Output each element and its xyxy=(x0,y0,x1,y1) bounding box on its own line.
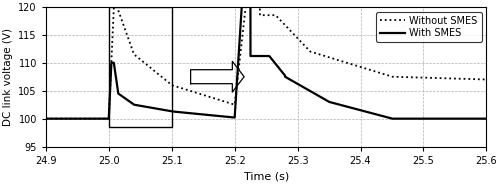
Without SMES xyxy=(231,103,237,106)
With SMES xyxy=(119,95,125,98)
Without SMES xyxy=(93,118,99,120)
With SMES xyxy=(43,118,49,120)
Bar xyxy=(109,7,172,127)
Legend: Without SMES, With SMES: Without SMES, With SMES xyxy=(376,12,482,42)
X-axis label: Time (s): Time (s) xyxy=(244,171,289,181)
Without SMES xyxy=(428,77,434,79)
With SMES xyxy=(428,118,434,120)
Without SMES xyxy=(484,78,490,81)
Without SMES xyxy=(43,118,49,120)
Line: With SMES: With SMES xyxy=(46,0,486,119)
With SMES xyxy=(212,114,218,117)
With SMES xyxy=(475,118,481,120)
Line: Without SMES: Without SMES xyxy=(46,0,486,119)
With SMES xyxy=(484,118,490,120)
With SMES xyxy=(231,116,237,118)
Without SMES xyxy=(119,20,125,23)
Without SMES xyxy=(212,97,218,100)
With SMES xyxy=(93,118,99,120)
Y-axis label: DC link voltage (V): DC link voltage (V) xyxy=(3,28,13,126)
Without SMES xyxy=(475,78,481,80)
